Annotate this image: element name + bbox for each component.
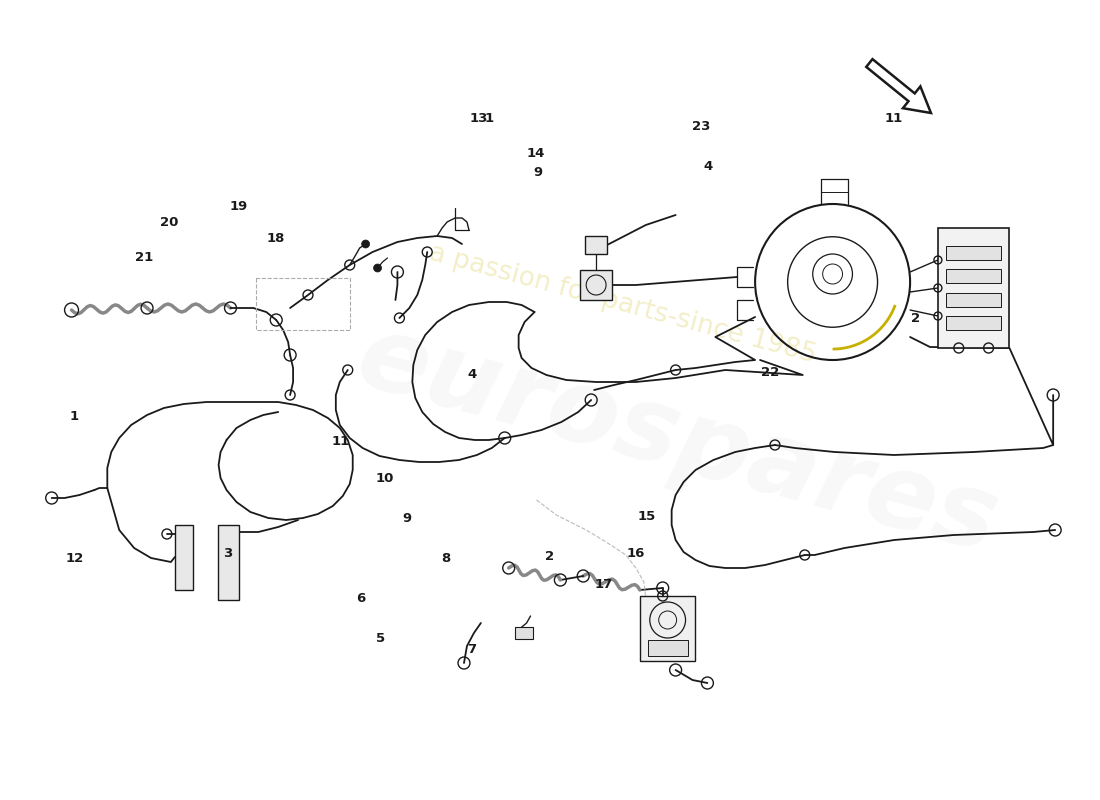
Text: 5: 5 xyxy=(376,632,385,645)
Text: 11: 11 xyxy=(332,435,350,448)
Bar xyxy=(585,236,607,254)
Text: 2: 2 xyxy=(911,312,921,325)
Circle shape xyxy=(374,264,382,272)
Bar xyxy=(946,316,1001,330)
Bar xyxy=(515,627,532,639)
Text: 4: 4 xyxy=(704,160,713,173)
Text: 11: 11 xyxy=(884,112,903,125)
Text: 9: 9 xyxy=(402,512,411,525)
Text: 13: 13 xyxy=(470,112,488,125)
Text: eurospares: eurospares xyxy=(346,306,1009,574)
Text: 3: 3 xyxy=(222,547,232,560)
Text: 10: 10 xyxy=(375,472,394,485)
Bar xyxy=(946,246,1001,260)
Text: 20: 20 xyxy=(161,216,178,229)
Text: 12: 12 xyxy=(65,552,84,565)
Text: 19: 19 xyxy=(229,200,248,213)
Bar xyxy=(648,640,688,656)
Text: 1: 1 xyxy=(485,112,494,125)
Text: a passion for parts-since 1985: a passion for parts-since 1985 xyxy=(427,240,820,368)
Text: 18: 18 xyxy=(266,232,285,245)
Text: 7: 7 xyxy=(468,643,476,656)
Text: 23: 23 xyxy=(693,120,711,133)
Text: 21: 21 xyxy=(135,251,153,264)
Bar xyxy=(946,293,1001,307)
Bar xyxy=(938,228,1010,348)
Text: 17: 17 xyxy=(594,578,613,590)
Text: 6: 6 xyxy=(356,592,365,605)
Text: 4: 4 xyxy=(468,368,476,381)
Text: 9: 9 xyxy=(534,166,542,178)
Bar xyxy=(640,595,695,661)
Bar xyxy=(580,270,612,300)
Bar xyxy=(218,525,240,599)
Text: 16: 16 xyxy=(627,547,646,560)
Text: 15: 15 xyxy=(638,510,656,522)
Bar xyxy=(175,525,192,590)
Text: 2: 2 xyxy=(546,550,554,562)
Circle shape xyxy=(362,240,370,248)
Text: 8: 8 xyxy=(441,552,451,565)
Text: 1: 1 xyxy=(69,410,79,422)
Text: 22: 22 xyxy=(761,366,780,378)
Bar xyxy=(946,269,1001,283)
Text: 14: 14 xyxy=(526,147,544,160)
